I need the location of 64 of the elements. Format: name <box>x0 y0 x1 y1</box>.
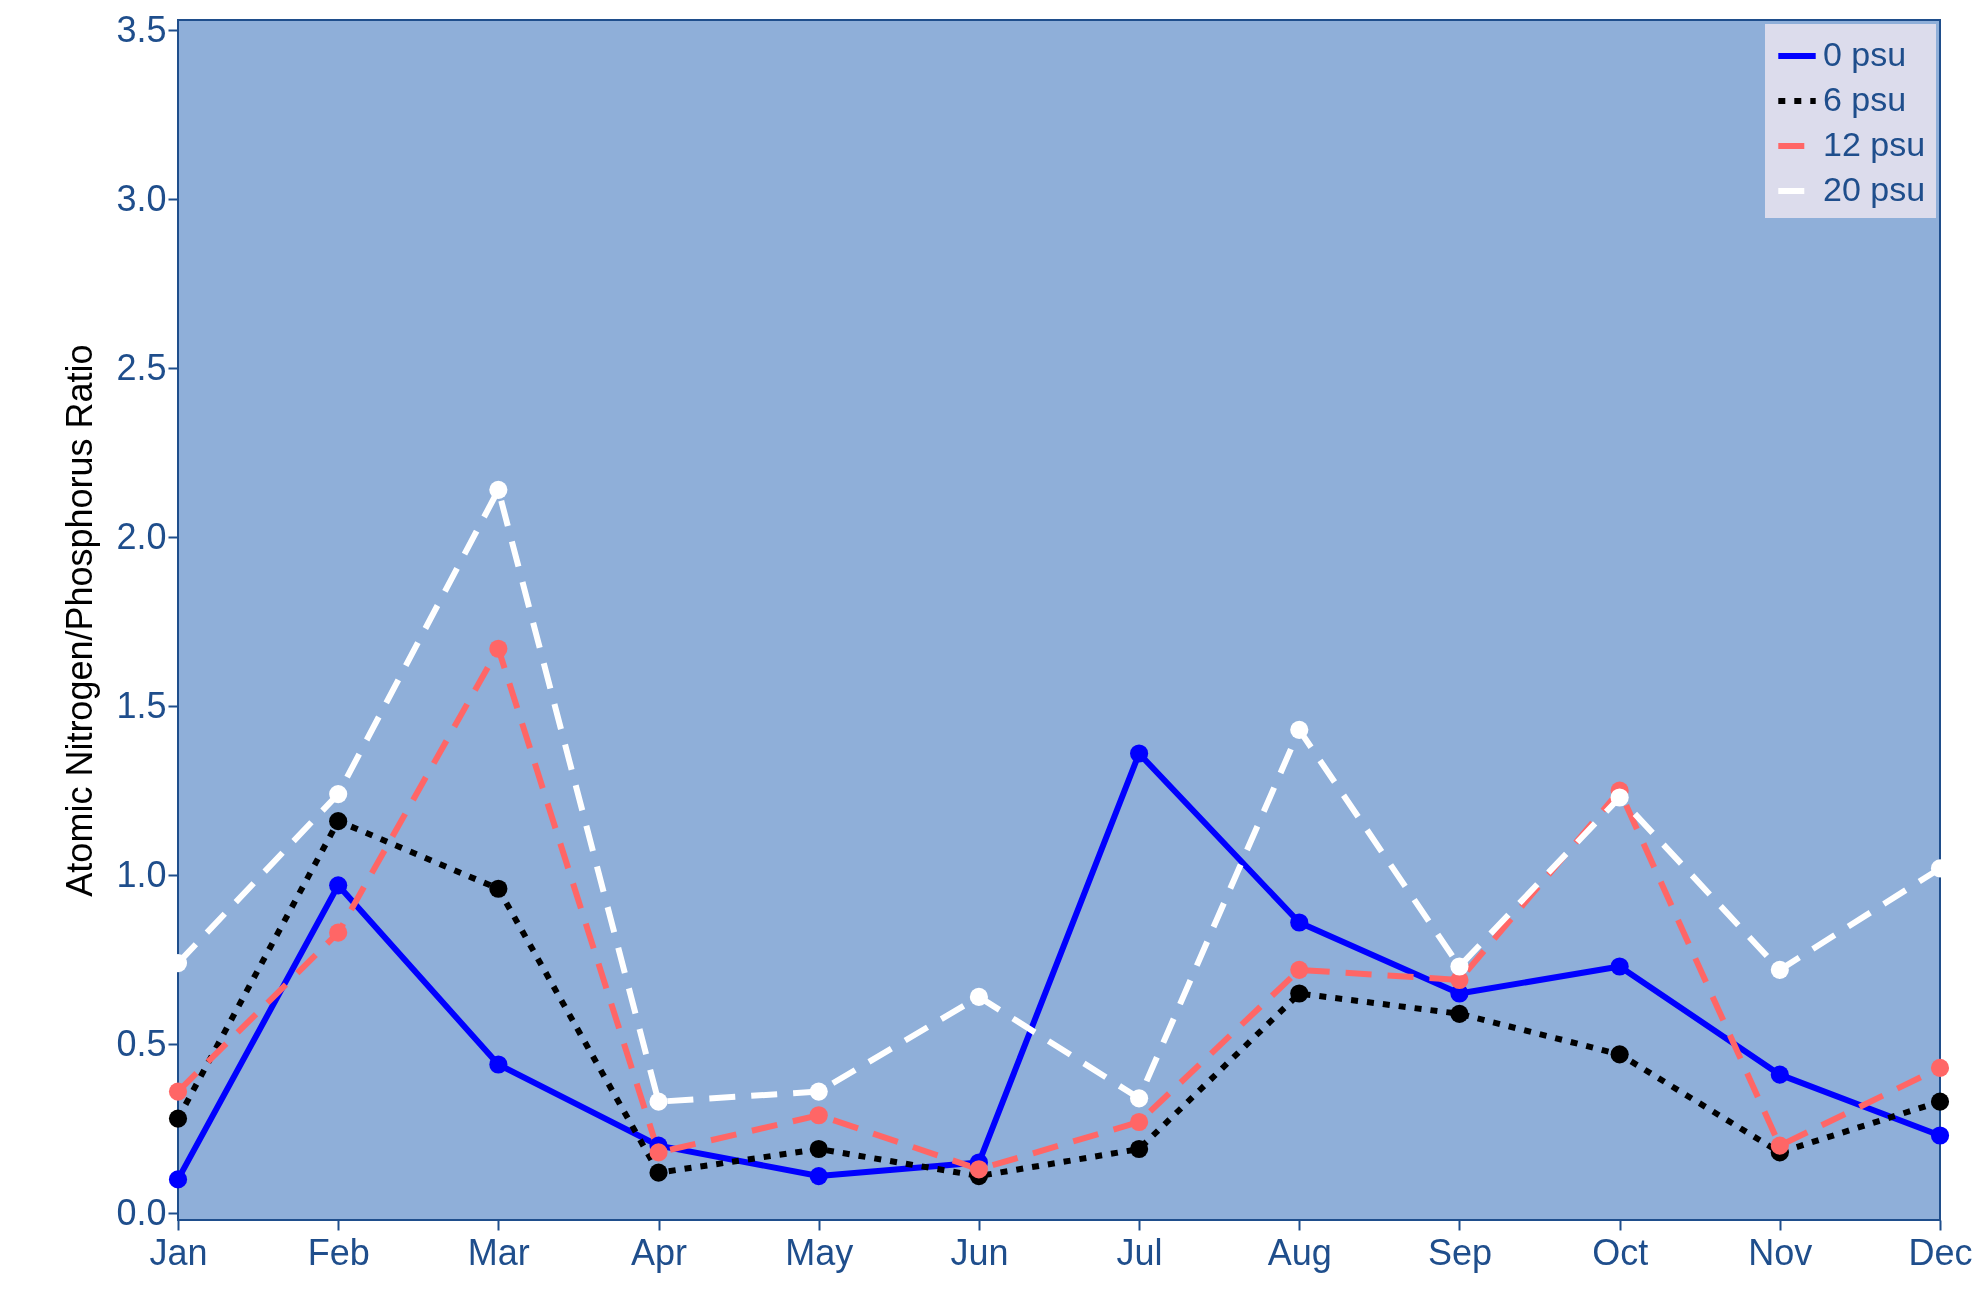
point <box>969 1160 988 1179</box>
y-tick-label: 2.5 <box>116 346 167 388</box>
x-tick-label: Dec <box>1908 1231 1973 1273</box>
point <box>1290 720 1309 739</box>
point <box>1770 960 1789 979</box>
x-tick-label: Nov <box>1748 1231 1813 1273</box>
point <box>1610 788 1629 807</box>
point <box>649 1163 668 1182</box>
point <box>1450 957 1469 976</box>
y-tick-label: 1.0 <box>116 853 167 895</box>
point <box>1130 1139 1149 1159</box>
point <box>168 1109 188 1128</box>
point <box>329 923 348 942</box>
point <box>1130 744 1149 763</box>
y-tick-label: 1.5 <box>116 684 167 726</box>
point <box>809 1139 828 1159</box>
point <box>1770 1065 1789 1084</box>
point <box>1290 960 1309 979</box>
x-tick-label: Sep <box>1427 1231 1492 1273</box>
y-axis-title: Atomic Nitrogen/Phosphorus Ratio <box>59 344 101 897</box>
x-tick-label: Aug <box>1267 1231 1332 1273</box>
y-tick-label: 3.5 <box>116 8 167 50</box>
point <box>1290 984 1309 1003</box>
point <box>1930 1126 1950 1145</box>
y-tick-label: 0.0 <box>116 1191 167 1233</box>
y-tick-label: 2.0 <box>116 515 167 557</box>
legend-label: 0 psu <box>1823 35 1907 73</box>
y-tick-label: 3.0 <box>116 177 167 219</box>
point <box>649 1143 668 1162</box>
point <box>329 812 348 831</box>
point <box>1610 957 1629 976</box>
point <box>1130 1112 1149 1132</box>
point <box>1930 1092 1950 1111</box>
point <box>969 987 988 1006</box>
point <box>489 639 508 658</box>
x-tick-label: Oct <box>1592 1231 1649 1273</box>
point <box>329 785 348 804</box>
x-tick-label: Jun <box>950 1231 1009 1273</box>
x-tick-label: Apr <box>631 1231 688 1273</box>
x-tick-label: Jul <box>1116 1231 1163 1273</box>
point <box>168 1170 188 1189</box>
x-tick-label: Feb <box>307 1231 370 1273</box>
legend-label: 12 psu <box>1823 125 1926 163</box>
legend-label: 20 psu <box>1823 170 1926 208</box>
point <box>1930 1058 1950 1077</box>
point <box>1770 1136 1789 1155</box>
point <box>489 879 508 898</box>
point <box>329 876 348 895</box>
legend-label: 6 psu <box>1823 80 1907 118</box>
point <box>489 480 508 499</box>
point <box>1610 1045 1629 1064</box>
point <box>1130 1089 1149 1108</box>
x-tick-label: Jan <box>149 1231 208 1273</box>
x-tick-label: Mar <box>467 1231 530 1273</box>
point <box>809 1166 828 1186</box>
point <box>809 1106 828 1125</box>
y-tick-label: 0.5 <box>116 1022 167 1064</box>
x-tick-label: May <box>785 1231 854 1273</box>
point <box>168 1082 188 1101</box>
point <box>649 1092 668 1111</box>
point <box>1450 1004 1469 1023</box>
point <box>1290 913 1309 932</box>
point <box>489 1055 508 1074</box>
point <box>809 1082 828 1101</box>
